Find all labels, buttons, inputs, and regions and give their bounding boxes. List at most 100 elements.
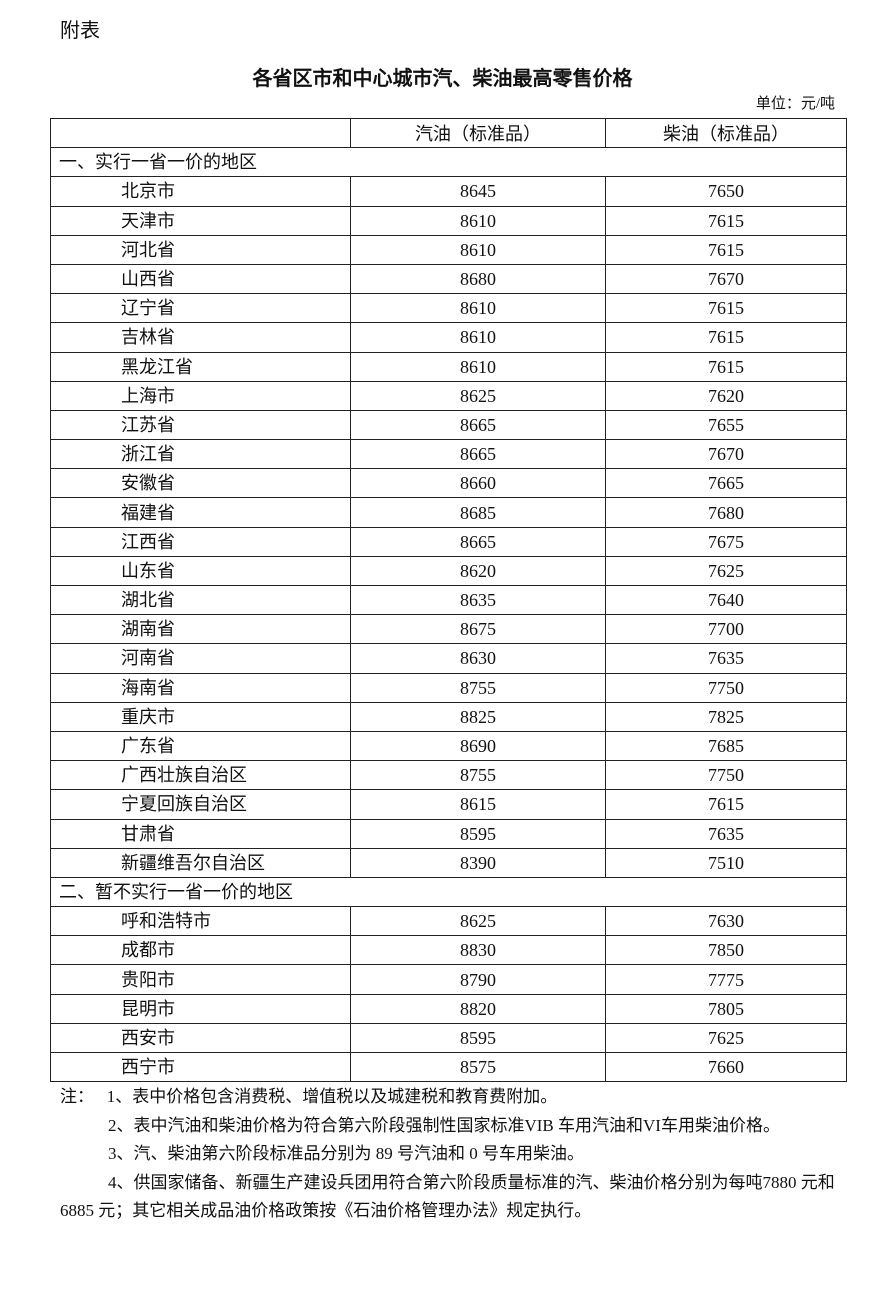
region-cell: 广西壮族自治区 [50, 760, 351, 791]
table-row: 北京市 8645 7650 [50, 176, 847, 207]
diesel-price-cell: 7615 [605, 322, 847, 353]
gasoline-price-cell: 8665 [350, 439, 606, 470]
table-row: 安徽省 8660 7665 [50, 468, 847, 499]
table-row: 福建省 8685 7680 [50, 497, 847, 528]
diesel-price-cell: 7615 [605, 789, 847, 820]
diesel-price-cell: 7615 [605, 293, 847, 324]
gasoline-price-cell: 8645 [350, 176, 606, 207]
table-row: 广东省 8690 7685 [50, 730, 847, 762]
gasoline-price-cell: 8830 [350, 935, 606, 966]
table-row: 河南省 8630 7635 [50, 643, 847, 674]
gasoline-price-cell: 8680 [350, 263, 606, 295]
table-row: 海南省 8755 7750 [50, 672, 847, 703]
note-4: 4、供国家储备、新疆生产建设兵团用符合第六阶段质量标准的汽、柴油价格分别为每吨7… [60, 1172, 835, 1221]
diesel-price-cell: 7850 [605, 935, 847, 966]
region-cell: 西宁市 [50, 1051, 351, 1083]
gasoline-price-cell: 8610 [350, 322, 606, 353]
region-cell: 昆明市 [50, 993, 351, 1024]
gasoline-price-cell: 8625 [350, 380, 606, 411]
note-3: 3、汽、柴油第六阶段标准品分别为 89 号汽油和 0 号车用柴油。 [108, 1144, 584, 1164]
table-row: 西宁市 8575 7660 [50, 1051, 847, 1083]
diesel-price-cell: 7750 [605, 672, 847, 703]
diesel-price-cell: 7615 [605, 234, 847, 265]
section-label: 二、暂不实行一省一价的地区 [50, 876, 847, 908]
region-cell: 成都市 [50, 935, 351, 966]
diesel-price-cell: 7650 [605, 176, 847, 207]
attachment-label: 附表 [60, 20, 100, 42]
diesel-price-cell: 7615 [605, 351, 847, 382]
table-header-row: 汽油（标准品） 柴油（标准品） [50, 117, 847, 149]
gasoline-price-cell: 8825 [350, 701, 606, 732]
region-cell: 宁夏回族自治区 [50, 789, 351, 820]
gasoline-price-cell: 8790 [350, 964, 606, 995]
note-1: 注： 1、表中价格包含消费税、增值税以及城建税和教育费附加。 [60, 1087, 558, 1106]
table-row: 西安市 8595 7625 [50, 1022, 847, 1054]
region-cell: 山西省 [50, 263, 351, 295]
gasoline-price-cell: 8625 [350, 906, 606, 937]
gasoline-price-cell: 8610 [350, 234, 606, 265]
gasoline-price-cell: 8665 [350, 409, 606, 441]
table-row: 湖南省 8675 7700 [50, 614, 847, 645]
gasoline-price-cell: 8390 [350, 847, 606, 878]
region-cell: 北京市 [50, 176, 351, 207]
region-cell: 贵阳市 [50, 964, 351, 995]
table-row: 浙江省 8665 7670 [50, 439, 847, 470]
document-title: 各省区市和中心城市汽、柴油最高零售价格 [252, 68, 633, 90]
table-row: 山东省 8620 7625 [50, 555, 847, 587]
gasoline-price-cell: 8615 [350, 789, 606, 820]
diesel-price-cell: 7775 [605, 964, 847, 995]
table-row: 辽宁省 8610 7615 [50, 293, 847, 324]
table-row: 湖北省 8635 7640 [50, 584, 847, 616]
diesel-price-cell: 7700 [605, 614, 847, 645]
table-row: 昆明市 8820 7805 [50, 993, 847, 1024]
region-cell: 江苏省 [50, 409, 351, 441]
diesel-price-cell: 7670 [605, 439, 847, 470]
table-row: 上海市 8625 7620 [50, 380, 847, 411]
section-row: 二、暂不实行一省一价的地区 [50, 876, 847, 908]
table-row: 新疆维吾尔自治区 8390 7510 [50, 847, 847, 878]
gasoline-price-cell: 8755 [350, 672, 606, 703]
table-row: 江西省 8665 7675 [50, 526, 847, 557]
table-row: 重庆市 8825 7825 [50, 701, 847, 732]
gasoline-price-cell: 8660 [350, 468, 606, 499]
gasoline-price-cell: 8595 [350, 1022, 606, 1054]
gasoline-price-cell: 8675 [350, 614, 606, 645]
table-row: 河北省 8610 7615 [50, 234, 847, 265]
diesel-price-cell: 7655 [605, 409, 847, 441]
diesel-price-cell: 7635 [605, 643, 847, 674]
diesel-price-cell: 7675 [605, 526, 847, 557]
region-cell: 甘肃省 [50, 818, 351, 849]
region-cell: 湖南省 [50, 614, 351, 645]
gasoline-price-cell: 8690 [350, 730, 606, 762]
region-cell: 黑龙江省 [50, 351, 351, 382]
gasoline-price-cell: 8685 [350, 497, 606, 528]
table-row: 宁夏回族自治区 8615 7615 [50, 789, 847, 820]
table-row: 甘肃省 8595 7635 [50, 818, 847, 849]
gasoline-price-cell: 8610 [350, 351, 606, 382]
table-row: 广西壮族自治区 8755 7750 [50, 760, 847, 791]
table-row: 江苏省 8665 7655 [50, 409, 847, 441]
section-label: 一、实行一省一价的地区 [50, 147, 847, 178]
table-row: 吉林省 8610 7615 [50, 322, 847, 353]
gasoline-price-cell: 8610 [350, 293, 606, 324]
notes-prefix: 注： [60, 1087, 94, 1106]
header-region [50, 117, 351, 149]
diesel-price-cell: 7625 [605, 555, 847, 587]
gasoline-price-cell: 8755 [350, 760, 606, 791]
region-cell: 重庆市 [50, 701, 351, 732]
diesel-price-cell: 7635 [605, 818, 847, 849]
gasoline-price-cell: 8820 [350, 993, 606, 1024]
gasoline-price-cell: 8575 [350, 1051, 606, 1083]
diesel-price-cell: 7625 [605, 1022, 847, 1054]
region-cell: 海南省 [50, 672, 351, 703]
diesel-price-cell: 7660 [605, 1051, 847, 1083]
table-row: 呼和浩特市 8625 7630 [50, 906, 847, 937]
price-table: 汽油（标准品） 柴油（标准品） 一、实行一省一价的地区 北京市 8645 7650 天津… [50, 117, 847, 1083]
table-row: 山西省 8680 7670 [50, 263, 847, 295]
region-cell: 呼和浩特市 [50, 906, 351, 937]
table-row: 黑龙江省 8610 7615 [50, 351, 847, 382]
region-cell: 广东省 [50, 730, 351, 762]
header-diesel: 柴油（标准品） [605, 117, 847, 149]
region-cell: 浙江省 [50, 439, 351, 470]
region-cell: 吉林省 [50, 322, 351, 353]
